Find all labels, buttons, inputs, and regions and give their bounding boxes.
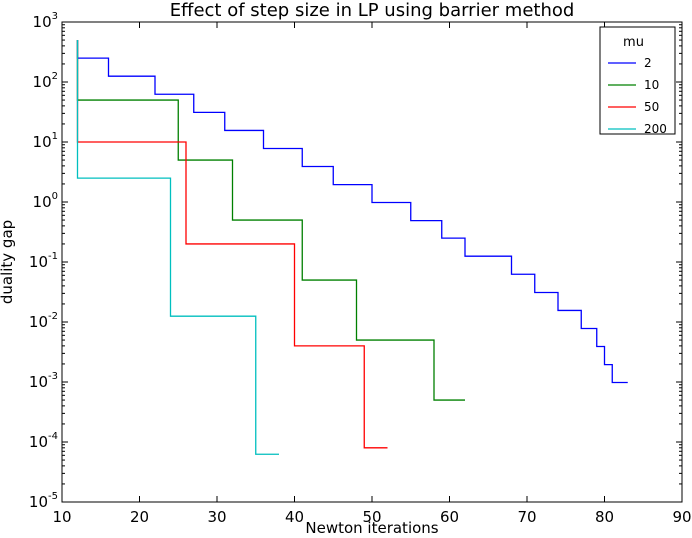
y-tick-label: 10-3: [29, 371, 58, 391]
legend-label-mu-50: 50: [644, 100, 659, 114]
ticks: 10 20 30 40 50 60 70 80 90 10-5 10-4 10-3 10-2 10-1 10…: [29, 11, 692, 526]
series-line-mu-50: [76, 40, 388, 449]
legend-label-mu-200: 200: [644, 122, 667, 136]
x-tick-label: 80: [595, 508, 614, 526]
x-axis-label: Newton iterations: [305, 519, 438, 537]
legend: mu 2 10 50 200: [599, 26, 676, 136]
legend-title: mu: [623, 35, 644, 50]
x-tick-label: 90: [672, 508, 691, 526]
legend-label-mu-10: 10: [644, 78, 659, 92]
y-tick-label: 100: [33, 191, 58, 211]
legend-box: [599, 26, 676, 135]
y-tick-label: 103: [33, 11, 58, 31]
legend-items: 2 10 50 200: [608, 56, 667, 136]
y-axis-label: duality gap: [0, 220, 16, 304]
y-tick-label: 10-5: [29, 491, 58, 511]
series-line-mu-2: [76, 40, 628, 384]
series-line-mu-10: [76, 40, 465, 401]
y-tick-label: 10-2: [29, 311, 58, 331]
x-tick-label: 30: [207, 508, 226, 526]
plot-area: [76, 40, 628, 455]
series-line-mu-200: [76, 40, 279, 455]
chart-title: Effect of step size in LP using barrier …: [170, 0, 575, 21]
y-tick-label: 10-1: [29, 251, 58, 271]
x-tick-label: 40: [285, 508, 304, 526]
y-tick-label: 10-4: [29, 431, 58, 451]
x-tick-label: 70: [517, 508, 536, 526]
x-tick-label: 60: [440, 508, 459, 526]
x-tick-label: 50: [362, 508, 381, 526]
x-tick-label: 20: [130, 508, 149, 526]
y-tick-label: 101: [33, 131, 58, 151]
y-tick-label: 102: [33, 71, 58, 91]
legend-label-mu-2: 2: [644, 56, 652, 70]
x-tick-label: 10: [52, 508, 71, 526]
